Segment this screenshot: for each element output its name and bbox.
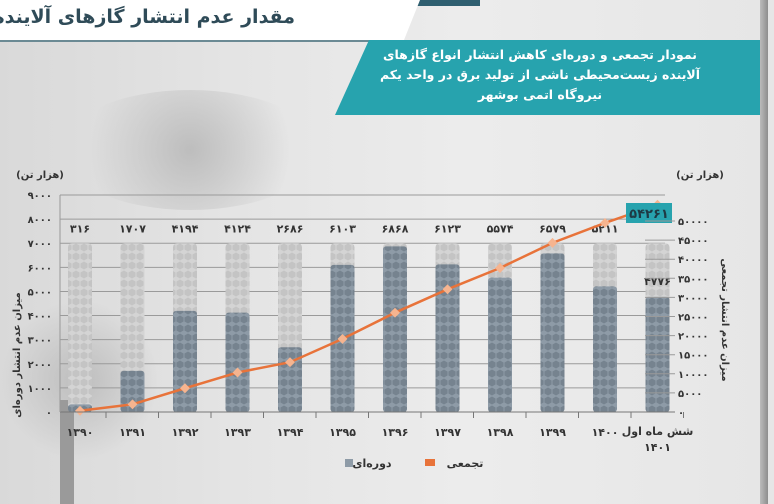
x-tick-label: ۱۳۹۸ — [487, 426, 514, 439]
bar-value-label: ۳۱۶ — [70, 222, 90, 235]
right-tick-label: ۱۰۰۰۰ — [678, 370, 709, 381]
bar-background — [68, 243, 92, 412]
bar-periodic — [173, 310, 197, 412]
chimney-image — [60, 400, 74, 504]
top-accent-bar — [370, 0, 480, 6]
x-tick-label: ۱۳۹۳ — [224, 426, 251, 439]
cumulative-point — [547, 237, 558, 248]
bar-value-label: ۴۱۹۴ — [172, 222, 199, 235]
right-tick-label: ۴۰۰۰۰ — [678, 255, 709, 266]
right-edge-strip — [760, 0, 768, 504]
bar-periodic — [383, 246, 407, 412]
cumulative-point — [337, 333, 348, 344]
x-tick-label: ۱۳۹۰ — [67, 426, 94, 439]
left-tick-label: ۷۰۰۰ — [28, 239, 52, 250]
left-tick-label: ۳۰۰۰ — [28, 336, 52, 347]
cumulative-point — [495, 263, 505, 273]
cumulative-point — [232, 367, 243, 378]
bar-periodic — [540, 253, 565, 412]
bar-value-label: ۶۸۶۸ — [382, 222, 409, 235]
x-tick-label: ۱۳۹۹ — [539, 426, 566, 439]
bar-value-label: ۲۶۸۶ — [277, 222, 304, 235]
right-tick-label: ۱۵۰۰۰ — [678, 351, 709, 362]
bar-value-label: ۱۷۰۷ — [119, 222, 146, 235]
bar-value-label: ۶۱۰۳ — [329, 222, 356, 235]
left-tick-label: ۹۰۰۰ — [28, 191, 52, 202]
x-tick-label: ۱۳۹۲ — [172, 426, 199, 439]
chart-subtitle: نمودار تجمعی و دوره‌ای کاهش انتشار انواع… — [360, 45, 720, 105]
bar-periodic — [593, 286, 617, 412]
x-tick-label: ۱۳۹۵ — [329, 426, 356, 439]
right-tick-label: ۳۵۰۰۰ — [678, 274, 709, 285]
smoke-image — [60, 90, 320, 210]
bar-value-label: ۴۷۷۶ — [644, 275, 671, 288]
x-tick-label: ۱۴۰۱ — [644, 441, 671, 454]
left-tick-label: ۱۰۰۰ — [28, 384, 52, 395]
x-tick-label: ۱۳۹۱ — [119, 426, 146, 439]
x-tick-label: ۱۳۹۶ — [382, 426, 409, 439]
bar-periodic — [278, 347, 302, 412]
right-tick-label: ۲۰۰۰۰ — [678, 332, 709, 343]
left-axis-label: میزان عدم انتشار دوره‌ای — [12, 292, 23, 417]
subtitle-line: آلاینده زیست‌محیطی ناشی از تولید برق در … — [380, 67, 700, 82]
bar-periodic — [488, 277, 512, 412]
x-tick-label: ۱۳۹۷ — [434, 426, 461, 439]
legend-swatch-periodic — [345, 459, 353, 467]
subtitle-line: نیروگاه اتمی بوشهر — [477, 87, 603, 102]
left-tick-label: ۲۰۰۰ — [28, 360, 52, 371]
x-tick-label: ۱۳۹۴ — [277, 426, 304, 439]
subtitle-line: نمودار تجمعی و دوره‌ای کاهش انتشار انواع… — [383, 47, 697, 62]
right-tick-label: ۰ — [678, 408, 684, 419]
left-axis-unit: (هزار تن) — [16, 170, 64, 181]
cumulative-point — [285, 357, 295, 368]
left-tick-label: ۵۰۰۰ — [28, 287, 52, 298]
cumulative-line — [79, 203, 658, 413]
page-title: مقدار عدم انتشار گازهای آلاینده — [0, 6, 295, 28]
right-axis-unit: (هزار تن) — [676, 170, 724, 181]
header-band — [0, 0, 420, 42]
legend-swatch-cumulative — [425, 459, 435, 466]
legend-label-cumulative: تجمعی — [447, 457, 484, 470]
right-tick-label: ۵۰۰۰ — [678, 389, 702, 400]
right-tick-label: ۳۰۰۰۰ — [678, 293, 709, 304]
chart: ۳۱۶ ۱۳۹۰ ۱۷۰۷ ۱۳۹۱ ۴۱۹۴ ۱۳۹۲ ۴۱۲۴ ۱۳۹۳ ۲۶۸۶ ۱۳۹۴ ۶… — [12, 170, 730, 470]
cumulative-point — [442, 284, 453, 295]
cumulative-point — [390, 307, 400, 318]
left-tick-label: ۴۰۰۰ — [28, 312, 52, 323]
left-tick-label: ۶۰۰۰ — [28, 263, 52, 274]
subtitle-box — [335, 40, 760, 115]
bar-value-label: ۶۵۷۹ — [539, 222, 566, 235]
cumulative-point — [180, 383, 190, 394]
right-tick-label: ۴۵۰۰۰ — [678, 236, 709, 247]
x-tick-label: شش ماه اول — [622, 425, 694, 438]
x-tick-label: ۱۴۰۰ — [592, 426, 619, 439]
end-value-box — [626, 203, 672, 223]
bar-value-label: ۶۱۲۳ — [434, 222, 461, 235]
cumulative-point — [600, 218, 610, 228]
legend-label-periodic: دوره‌ای — [352, 457, 392, 470]
bar-background — [120, 243, 145, 412]
bar-value-label: ۵۵۷۴ — [487, 222, 514, 235]
bar-periodic — [435, 264, 460, 412]
cumulative-point — [127, 399, 138, 410]
legend: تجمعی دوره‌ای — [345, 457, 483, 470]
end-value-label: ۵۴۲۶۱ — [629, 207, 669, 222]
bar-periodic — [225, 312, 250, 412]
left-tick-label: ۸۰۰۰ — [28, 215, 52, 226]
bar-value-label: ۴۱۲۴ — [224, 222, 251, 235]
left-tick-label: ۰ — [46, 408, 52, 419]
right-axis-label: میزان عدم انتشار تجمعی — [719, 258, 730, 381]
right-tick-label: ۵۰۰۰۰ — [678, 217, 709, 228]
right-tick-label: ۲۵۰۰۰ — [678, 313, 709, 324]
